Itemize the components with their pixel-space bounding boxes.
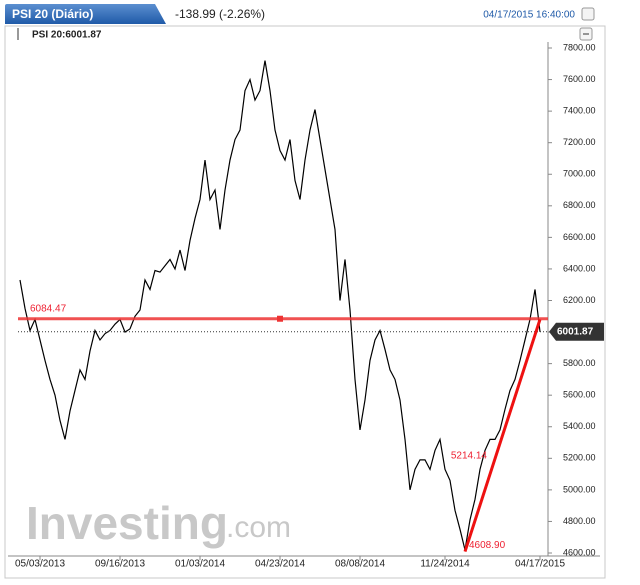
y-tick-label: 5000.00 [563,484,596,494]
legend: PSI 20:6001.87 [32,30,102,41]
change: -138.99 (-2.26%) [175,7,265,21]
y-tick-label: 6200.00 [563,295,596,305]
y-tick-label: 7800.00 [563,42,596,52]
price-line [19,60,541,550]
y-tick-label: 6800.00 [563,200,596,210]
last-price-label: 6001.87 [557,326,594,337]
y-tick-label: 7600.00 [563,74,596,84]
x-tick-label: 05/03/2013 [15,559,65,570]
tab[interactable] [5,4,166,24]
y-tick-label: 7400.00 [563,106,596,116]
y-tick-label: 7200.00 [563,137,596,147]
x-tick-label: 04/17/2015 [515,559,565,570]
last-price-box [549,322,604,341]
y-tick-label: 5800.00 [563,358,596,368]
level-label: 6084.47 [30,303,67,314]
settings-button[interactable] [581,7,595,21]
watermark-suffix: .com [226,511,291,544]
trend-mid-label: 5214.14 [451,451,488,462]
y-tick-label: 6400.00 [563,263,596,273]
y-tick-label: 5200.00 [563,453,596,463]
x-tick-label: 01/03/2014 [175,559,225,570]
y-tick-label: 6600.00 [563,232,596,242]
y-tick-label: 7000.00 [563,169,596,179]
level-handle [277,315,283,322]
watermark-brand: Investing [26,497,228,549]
x-tick-label: 08/08/2014 [335,559,385,570]
panel [4,25,606,579]
timestamp: 04/17/2015 16:40:00 [483,10,575,21]
x-tick-label: 09/16/2013 [95,559,145,570]
tab-title: PSI 20 (Diário) [12,7,93,21]
x-tick-label: 04/23/2014 [255,559,305,570]
trend-start-label: 4608.90 [469,540,506,551]
y-tick-label: 4600.00 [563,547,596,557]
y-tick-label: 5600.00 [563,390,596,400]
y-tick-label: 4800.00 [563,516,596,526]
y-tick-label: 5400.00 [563,421,596,431]
x-tick-label: 11/24/2014 [420,559,470,570]
trendline [463,318,542,553]
